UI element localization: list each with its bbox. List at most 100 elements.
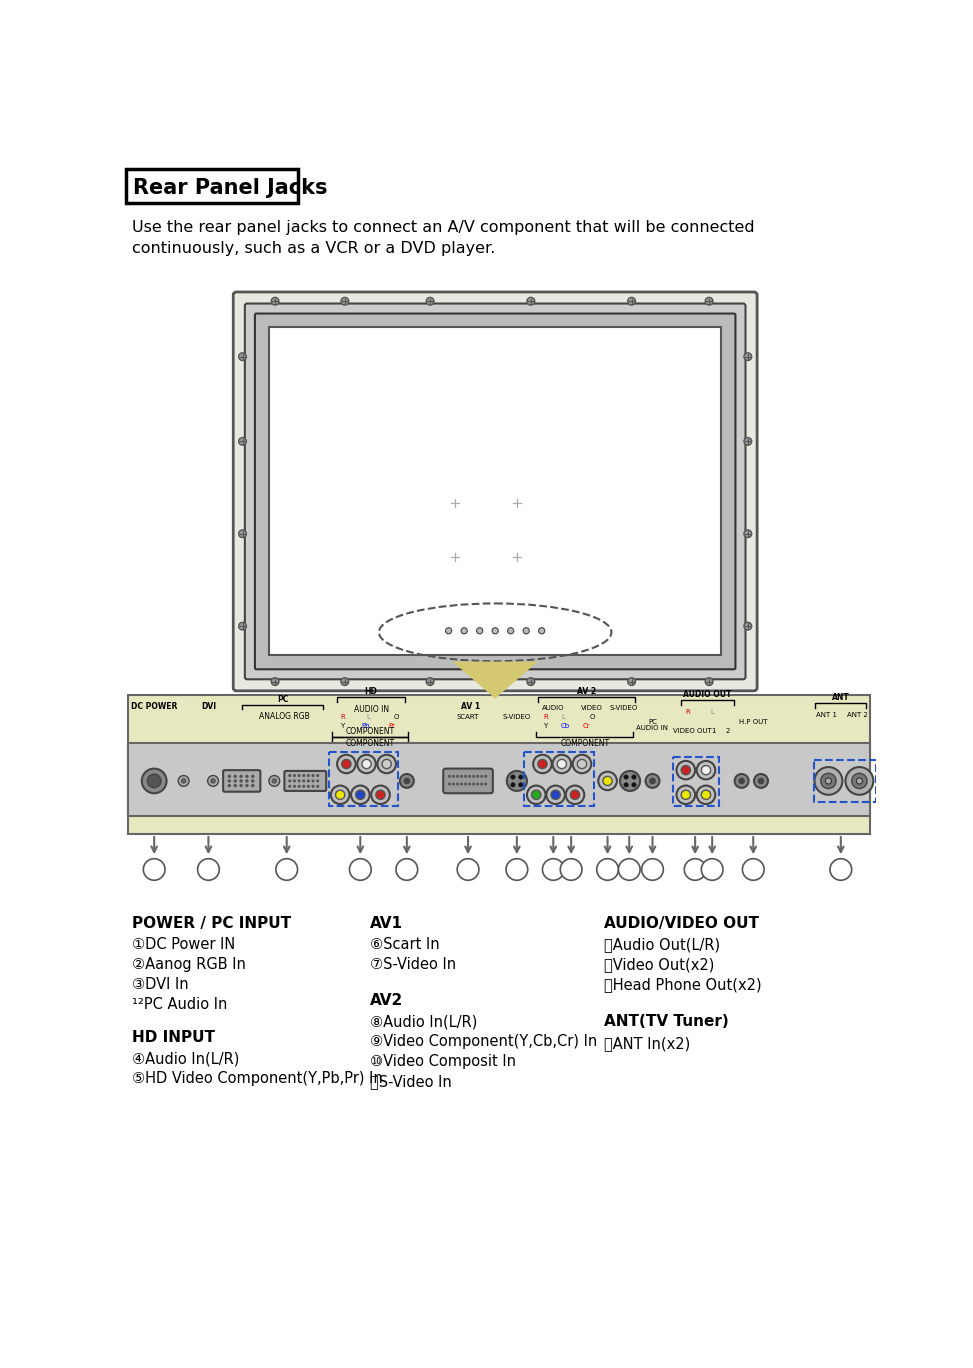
Circle shape [307, 785, 309, 787]
Text: ①DC Power IN: ①DC Power IN [132, 937, 235, 952]
Circle shape [492, 628, 498, 633]
Circle shape [234, 780, 236, 782]
FancyBboxPatch shape [126, 168, 299, 202]
Circle shape [240, 785, 242, 787]
Text: ①: ① [150, 865, 159, 874]
Circle shape [465, 784, 466, 785]
Text: ⑮: ⑮ [750, 865, 756, 874]
Circle shape [603, 776, 612, 785]
Text: DC POWER: DC POWER [131, 702, 177, 710]
Text: ANALOG RGB: ANALOG RGB [259, 713, 309, 721]
Text: R: R [686, 710, 691, 715]
Text: AUDIO OUT: AUDIO OUT [683, 691, 732, 699]
Circle shape [342, 759, 351, 769]
Circle shape [337, 755, 356, 773]
Circle shape [456, 784, 458, 785]
Circle shape [697, 785, 715, 804]
FancyBboxPatch shape [245, 304, 745, 680]
Text: ⑤HD Video Component(Y,Pb,Pr) In: ⑤HD Video Component(Y,Pb,Pr) In [132, 1071, 383, 1086]
Text: ⑪S-Video In: ⑪S-Video In [370, 1074, 451, 1089]
Circle shape [624, 782, 629, 787]
Circle shape [404, 778, 410, 784]
Circle shape [461, 628, 467, 633]
Circle shape [702, 766, 710, 774]
Circle shape [825, 778, 832, 784]
Circle shape [739, 778, 744, 784]
Circle shape [376, 791, 385, 799]
Circle shape [570, 791, 580, 799]
Circle shape [289, 774, 291, 777]
Circle shape [619, 859, 640, 880]
Text: Pb: Pb [362, 724, 370, 729]
Circle shape [229, 780, 231, 782]
Circle shape [681, 791, 691, 799]
Circle shape [229, 785, 231, 787]
Text: ⑪: ⑪ [626, 865, 632, 874]
Circle shape [336, 791, 344, 799]
Circle shape [271, 677, 279, 685]
FancyBboxPatch shape [255, 313, 736, 669]
Text: PC: PC [648, 718, 657, 725]
Circle shape [452, 776, 454, 777]
Circle shape [531, 791, 541, 799]
Circle shape [543, 859, 564, 880]
Circle shape [234, 776, 236, 777]
Text: ⑭Video Out(x2): ⑭Video Out(x2) [603, 958, 714, 973]
Circle shape [456, 776, 458, 777]
Circle shape [357, 755, 376, 773]
Circle shape [560, 859, 582, 880]
Text: O: O [394, 714, 400, 720]
Circle shape [596, 859, 619, 880]
Circle shape [238, 353, 246, 361]
FancyBboxPatch shape [444, 769, 493, 793]
Circle shape [269, 776, 279, 787]
Text: COMPONENT: COMPONENT [345, 728, 395, 736]
Text: ⑯: ⑯ [838, 865, 844, 874]
Circle shape [240, 780, 242, 782]
Circle shape [294, 780, 295, 781]
Circle shape [307, 774, 309, 777]
Circle shape [631, 774, 636, 780]
Circle shape [317, 780, 318, 781]
Circle shape [684, 859, 706, 880]
Circle shape [289, 780, 291, 781]
Circle shape [246, 785, 248, 787]
Circle shape [271, 297, 279, 305]
Bar [451, 702, 489, 710]
Circle shape [312, 785, 314, 787]
Circle shape [511, 774, 515, 780]
Circle shape [317, 785, 318, 787]
Circle shape [331, 785, 349, 804]
Circle shape [477, 784, 479, 785]
Circle shape [744, 438, 752, 445]
Text: AV 1: AV 1 [461, 702, 480, 711]
Text: ⑯ANT In(x2): ⑯ANT In(x2) [603, 1036, 690, 1051]
Text: Y: Y [544, 724, 548, 729]
Circle shape [519, 774, 523, 780]
Circle shape [181, 778, 186, 782]
Circle shape [198, 859, 219, 880]
Text: ¹²PC Audio In: ¹²PC Audio In [132, 997, 228, 1012]
Circle shape [461, 776, 462, 777]
Text: Cr: Cr [583, 724, 591, 729]
Circle shape [452, 784, 454, 785]
Circle shape [461, 784, 462, 785]
Circle shape [830, 859, 851, 880]
Circle shape [577, 759, 587, 769]
Circle shape [754, 774, 768, 788]
Circle shape [681, 766, 691, 774]
Circle shape [356, 791, 365, 799]
Text: Pr: Pr [388, 724, 395, 729]
Circle shape [553, 755, 571, 773]
Text: VIDEO OUT: VIDEO OUT [673, 728, 712, 733]
Circle shape [234, 785, 236, 787]
Circle shape [676, 785, 695, 804]
Text: ④Audio In(L/R): ④Audio In(L/R) [132, 1051, 240, 1066]
Circle shape [558, 759, 566, 769]
Circle shape [744, 622, 752, 631]
Text: AV 2: AV 2 [577, 687, 595, 696]
Text: R: R [543, 714, 548, 720]
Circle shape [735, 774, 748, 788]
Circle shape [846, 767, 874, 795]
Circle shape [142, 769, 166, 793]
